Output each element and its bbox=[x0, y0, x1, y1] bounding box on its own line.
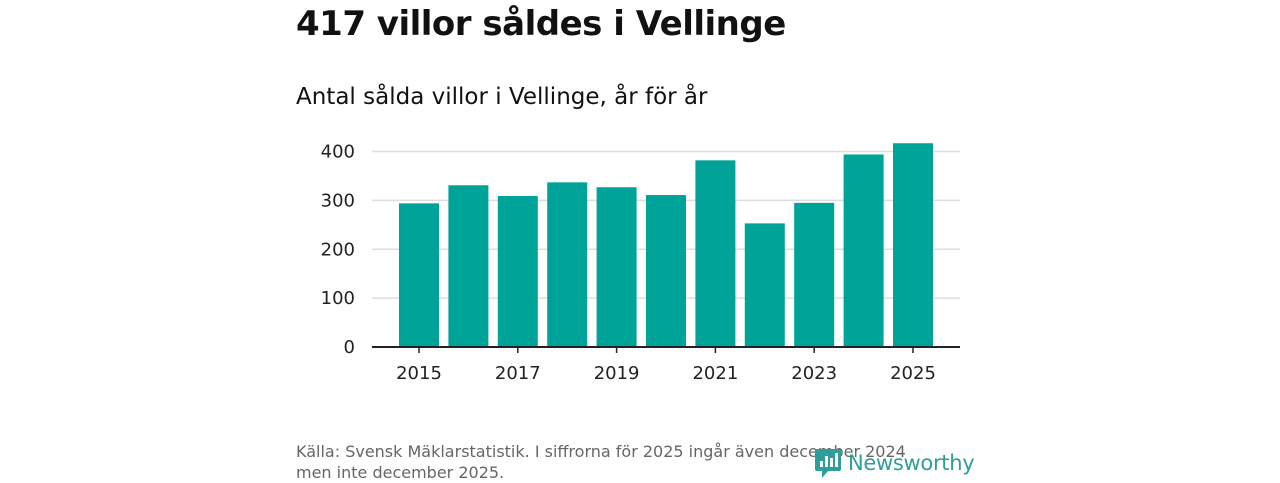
bar-2022 bbox=[744, 223, 785, 347]
newsworthy-logo: Newsworthy bbox=[814, 446, 975, 480]
brand-name: Newsworthy bbox=[848, 451, 975, 475]
bar-2024 bbox=[843, 154, 884, 347]
source-line-2: men inte december 2025. bbox=[296, 463, 505, 482]
bar-2020 bbox=[646, 195, 686, 347]
bar-2019 bbox=[596, 187, 637, 347]
y-tick-label-0: 0 bbox=[344, 337, 355, 358]
source-line-1: Källa: Svensk Mäklarstatistik. I siffror… bbox=[296, 442, 906, 461]
chart-subtitle: Antal sålda villor i Vellinge, år för år bbox=[296, 84, 708, 110]
y-tick-label-200: 200 bbox=[321, 239, 355, 260]
bar-2023 bbox=[794, 202, 835, 347]
chart-title: 417 villor såldes i Vellinge bbox=[296, 4, 786, 44]
y-tick-label-300: 300 bbox=[321, 190, 355, 211]
x-tick-label-2017: 2017 bbox=[495, 363, 541, 384]
bar-2016 bbox=[448, 185, 489, 347]
bar-2015 bbox=[399, 203, 439, 347]
bar-2021 bbox=[695, 160, 736, 347]
bar-2017 bbox=[497, 196, 538, 347]
axes: 0 100 200 300 400 2015 2017 2019 2021 2023 2025 bbox=[321, 142, 960, 384]
x-tick-label-2015: 2015 bbox=[396, 363, 442, 384]
x-tick-label-2019: 2019 bbox=[594, 363, 640, 384]
bars bbox=[399, 143, 933, 347]
y-tick-label-100: 100 bbox=[321, 288, 355, 309]
source-note: Källa: Svensk Mäklarstatistik. I siffror… bbox=[296, 441, 956, 483]
x-tick-label-2025: 2025 bbox=[890, 363, 936, 384]
bar-2025 bbox=[893, 143, 933, 347]
bar-2018 bbox=[547, 182, 588, 347]
x-tick-label-2021: 2021 bbox=[692, 363, 738, 384]
newsworthy-chart-icon bbox=[815, 449, 841, 478]
x-tick-label-2023: 2023 bbox=[791, 363, 837, 384]
y-tick-label-400: 400 bbox=[321, 142, 355, 163]
